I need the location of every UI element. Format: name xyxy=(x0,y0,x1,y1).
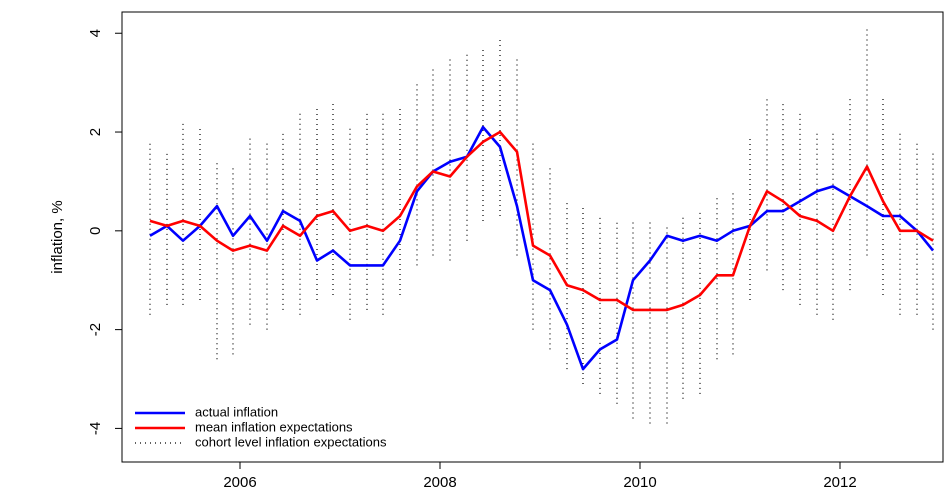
y-axis-label: inflation, % xyxy=(49,200,66,273)
x-tick-label: 2012 xyxy=(823,474,856,491)
series-line xyxy=(149,125,935,371)
y-tick-label: 4 xyxy=(87,29,104,37)
legend-label: actual inflation xyxy=(195,404,278,419)
x-tick-label: 2006 xyxy=(223,474,256,491)
legend-label: mean inflation expectations xyxy=(195,419,353,434)
plot-frame xyxy=(121,11,944,463)
series-line xyxy=(149,130,934,312)
x-tick-label: 2010 xyxy=(623,474,656,491)
y-tick-label: -4 xyxy=(87,422,104,435)
y-tick-label: -2 xyxy=(87,323,104,336)
legend-label: cohort level inflation expectations xyxy=(195,434,387,449)
y-tick-label: 2 xyxy=(87,128,104,136)
y-tick-label: 0 xyxy=(87,227,104,235)
x-tick-label: 2008 xyxy=(423,474,456,491)
